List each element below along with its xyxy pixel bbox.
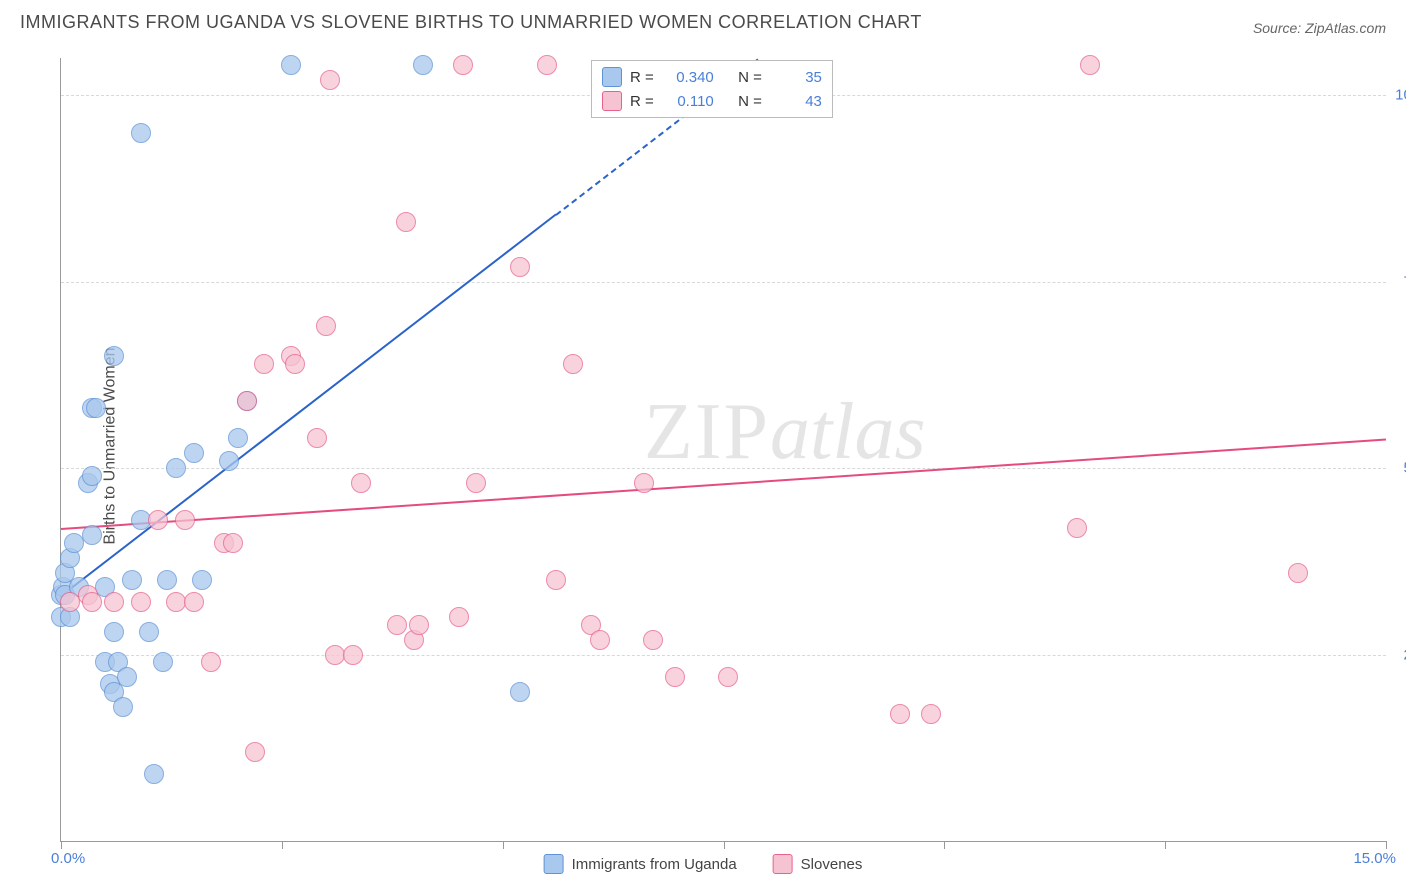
data-point — [510, 257, 530, 277]
y-tick-label: 100.0% — [1395, 87, 1406, 104]
trend-line — [60, 214, 556, 597]
r-value: 0.110 — [662, 93, 714, 110]
data-point — [148, 510, 168, 530]
legend-bottom: Immigrants from Uganda Slovenes — [544, 854, 863, 874]
data-point — [104, 346, 124, 366]
legend-item: Slovenes — [773, 854, 863, 874]
data-point — [131, 123, 151, 143]
grid-line — [61, 655, 1386, 656]
x-min-label: 0.0% — [51, 850, 85, 867]
source-attribution: Source: ZipAtlas.com — [1253, 20, 1386, 36]
data-point — [307, 428, 327, 448]
legend-label: Slovenes — [801, 856, 863, 873]
plot-area: ZIPatlas 25.0%50.0%75.0%100.0%0.0%15.0%R… — [60, 58, 1386, 842]
data-point — [144, 764, 164, 784]
data-point — [409, 615, 429, 635]
n-value: 35 — [770, 69, 822, 86]
data-point — [665, 667, 685, 687]
data-point — [82, 466, 102, 486]
x-tick — [724, 841, 725, 849]
data-point — [166, 458, 186, 478]
legend-item: Immigrants from Uganda — [544, 854, 737, 874]
data-point — [563, 354, 583, 374]
data-point — [254, 354, 274, 374]
data-point — [113, 697, 133, 717]
data-point — [449, 607, 469, 627]
data-point — [237, 391, 257, 411]
watermark: ZIPatlas — [644, 387, 926, 478]
x-tick — [944, 841, 945, 849]
x-tick — [1386, 841, 1387, 849]
data-point — [466, 473, 486, 493]
data-point — [890, 704, 910, 724]
data-point — [245, 742, 265, 762]
data-point — [643, 630, 663, 650]
data-point — [343, 645, 363, 665]
data-point — [921, 704, 941, 724]
data-point — [590, 630, 610, 650]
data-point — [157, 570, 177, 590]
data-point — [1067, 518, 1087, 538]
grid-line — [61, 468, 1386, 469]
data-point — [184, 443, 204, 463]
n-value: 43 — [770, 93, 822, 110]
data-point — [285, 354, 305, 374]
data-point — [387, 615, 407, 635]
r-value: 0.340 — [662, 69, 714, 86]
data-point — [537, 55, 557, 75]
data-point — [316, 316, 336, 336]
data-point — [718, 667, 738, 687]
data-point — [117, 667, 137, 687]
data-point — [184, 592, 204, 612]
chart-title: IMMIGRANTS FROM UGANDA VS SLOVENE BIRTHS… — [20, 12, 922, 33]
data-point — [634, 473, 654, 493]
x-tick — [61, 841, 62, 849]
legend-swatch — [602, 67, 622, 87]
x-tick — [282, 841, 283, 849]
data-point — [175, 510, 195, 530]
data-point — [1288, 563, 1308, 583]
data-point — [192, 570, 212, 590]
data-point — [351, 473, 371, 493]
legend-swatch — [544, 854, 564, 874]
correlation-legend: R =0.340 N =35R =0.110 N =43 — [591, 60, 833, 118]
data-point — [153, 652, 173, 672]
data-point — [1080, 55, 1100, 75]
legend-swatch — [773, 854, 793, 874]
data-point — [320, 70, 340, 90]
data-point — [82, 525, 102, 545]
data-point — [104, 592, 124, 612]
data-point — [223, 533, 243, 553]
x-tick — [503, 841, 504, 849]
data-point — [139, 622, 159, 642]
data-point — [228, 428, 248, 448]
data-point — [413, 55, 433, 75]
x-max-label: 15.0% — [1353, 850, 1396, 867]
data-point — [396, 212, 416, 232]
data-point — [82, 592, 102, 612]
legend-label: Immigrants from Uganda — [572, 856, 737, 873]
grid-line — [61, 282, 1386, 283]
data-point — [201, 652, 221, 672]
trend-line — [61, 438, 1386, 529]
data-point — [131, 592, 151, 612]
x-tick — [1165, 841, 1166, 849]
data-point — [122, 570, 142, 590]
legend-swatch — [602, 91, 622, 111]
data-point — [104, 622, 124, 642]
data-point — [453, 55, 473, 75]
data-point — [546, 570, 566, 590]
data-point — [219, 451, 239, 471]
data-point — [86, 398, 106, 418]
data-point — [510, 682, 530, 702]
data-point — [281, 55, 301, 75]
